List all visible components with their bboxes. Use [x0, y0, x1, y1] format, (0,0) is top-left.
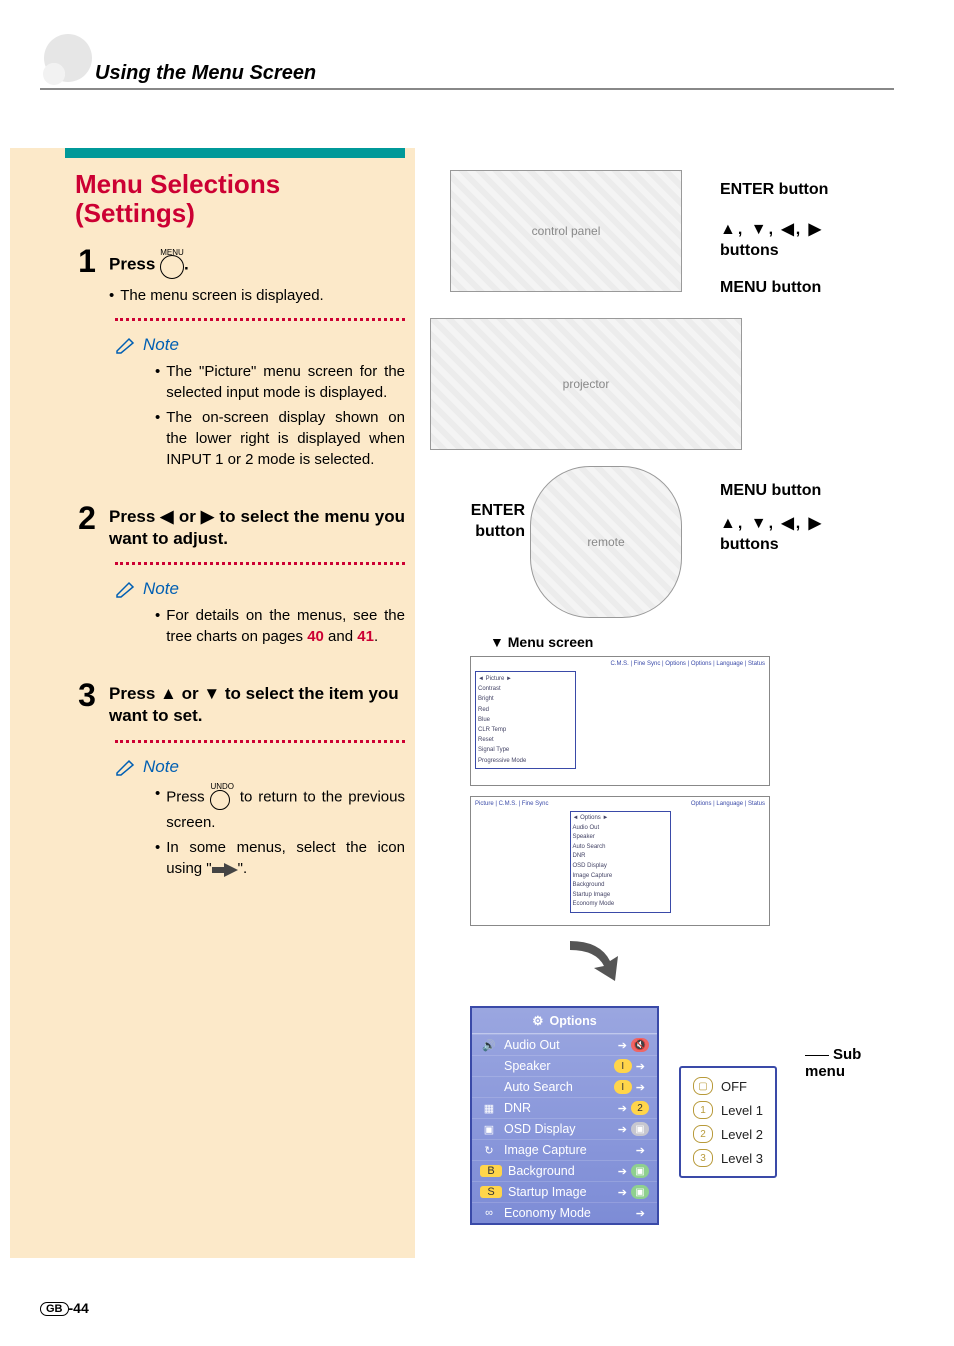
remote-illustration: remote ENTER button MENU button ▲, ▼, ◀,… — [450, 466, 890, 616]
illustration-placeholder: remote — [530, 466, 682, 618]
embedded-menu-2: Picture | C.M.S. | Fine Sync Options | L… — [470, 796, 770, 926]
note-item: For details on the menus, see the tree c… — [155, 605, 405, 647]
note-list: The "Picture" menu screen for the select… — [115, 361, 405, 470]
projector-illustration: projector — [450, 318, 890, 448]
diagram-column: control panel ENTER button ▲, ▼, ◀, ▶ bu… — [450, 170, 890, 1225]
step-number: 2 — [65, 502, 109, 550]
illustration-placeholder: control panel — [450, 170, 682, 292]
note-icon — [115, 757, 137, 777]
dotted-divider — [115, 562, 405, 565]
sub-menu-row: ▢OFF — [693, 1074, 763, 1098]
options-row: ∞Economy Mode➔ — [472, 1202, 657, 1223]
options-title: ⚙ Options — [472, 1008, 657, 1034]
section-bar — [65, 148, 405, 158]
menu-screen-label: ▼ Menu screen — [490, 634, 890, 650]
note-list: Press UNDO to return to the previous scr… — [115, 783, 405, 879]
note-item: The "Picture" menu screen for the select… — [155, 361, 405, 403]
step-1: 1 Press MENU . The menu screen is displa… — [65, 245, 415, 306]
options-panel: ⚙ Options 🔊Audio Out➔🔇SpeakerI➔Auto Sear… — [470, 1006, 890, 1225]
menu-button-icon — [160, 255, 184, 279]
note-item: The on-screen display shown on the lower… — [155, 407, 405, 470]
options-row: ↻Image Capture➔ — [472, 1139, 657, 1160]
sub-menu-box: ▢OFF1Level 12Level 23Level 3 — [679, 1066, 777, 1178]
step-heading: Press MENU . — [109, 249, 405, 281]
callout-enter: ENTER button — [720, 180, 828, 201]
note-list: For details on the menus, see the tree c… — [115, 605, 405, 647]
control-panel-illustration: control panel ENTER button ▲, ▼, ◀, ▶ bu… — [450, 170, 890, 300]
note-icon — [115, 335, 137, 355]
options-row: BBackground➔▣ — [472, 1160, 657, 1181]
options-row: SpeakerI➔ — [472, 1055, 657, 1076]
sub-menu-row: 2Level 2 — [693, 1122, 763, 1146]
step-heading: Press ▲ or ▼ to select the item you want… — [109, 683, 405, 727]
step-heading: Press ◀ or ▶ to select the menu you want… — [109, 506, 405, 550]
dotted-divider — [115, 740, 405, 743]
step-number: 3 — [65, 679, 109, 727]
callout-sub-menu: Sub menu — [805, 1046, 890, 1080]
page-number: GB-44 — [40, 1300, 89, 1316]
gear-icon: ⚙ — [532, 1013, 543, 1028]
region-badge: GB — [40, 1302, 69, 1316]
step-3: 3 Press ▲ or ▼ to select the item you wa… — [65, 679, 415, 727]
step-number: 1 — [65, 245, 109, 306]
sub-menu-row: 3Level 3 — [693, 1146, 763, 1170]
options-row: Auto SearchI➔ — [472, 1076, 657, 1097]
callout-direction: ▲, ▼, ◀, ▶ buttons — [720, 514, 823, 556]
options-row: ▣OSD Display➔▣ — [472, 1118, 657, 1139]
sidebar-background — [10, 148, 65, 1258]
note-label: Note — [115, 579, 415, 599]
illustration-placeholder: projector — [430, 318, 742, 450]
options-box: ⚙ Options 🔊Audio Out➔🔇SpeakerI➔Auto Sear… — [470, 1006, 659, 1225]
flow-arrow-icon — [560, 936, 890, 986]
note-icon — [115, 579, 137, 599]
instructions-column: Menu Selections (Settings) 1 Press MENU … — [65, 148, 415, 1258]
header-rule — [40, 58, 894, 90]
page: Using the Menu Screen Menu Selections (S… — [0, 0, 954, 1346]
step-detail: The menu screen is displayed. — [109, 285, 405, 306]
undo-button-icon — [210, 790, 230, 810]
sub-menu-row: 1Level 1 — [693, 1098, 763, 1122]
note-item: In some menus, select the icon using "". — [155, 837, 405, 879]
callout-enter: ENTER button — [450, 501, 525, 543]
note-label: Note — [115, 757, 415, 777]
callout-menu: MENU button — [720, 481, 821, 502]
note-label: Note — [115, 335, 415, 355]
arrow-icon — [212, 862, 238, 876]
callout-direction: ▲, ▼, ◀, ▶ buttons — [720, 220, 823, 262]
note-item: Press UNDO to return to the previous scr… — [155, 783, 405, 833]
callout-menu: MENU button — [720, 278, 821, 299]
embedded-menu-1: C.M.S. | Fine Sync | Options | Options |… — [470, 656, 770, 786]
step-2: 2 Press ◀ or ▶ to select the menu you wa… — [65, 502, 415, 550]
dotted-divider — [115, 318, 405, 321]
options-row: SStartup Image➔▣ — [472, 1181, 657, 1202]
options-row: ▦DNR➔2 — [472, 1097, 657, 1118]
options-row: 🔊Audio Out➔🔇 — [472, 1034, 657, 1055]
section-title: Menu Selections (Settings) — [65, 170, 415, 227]
